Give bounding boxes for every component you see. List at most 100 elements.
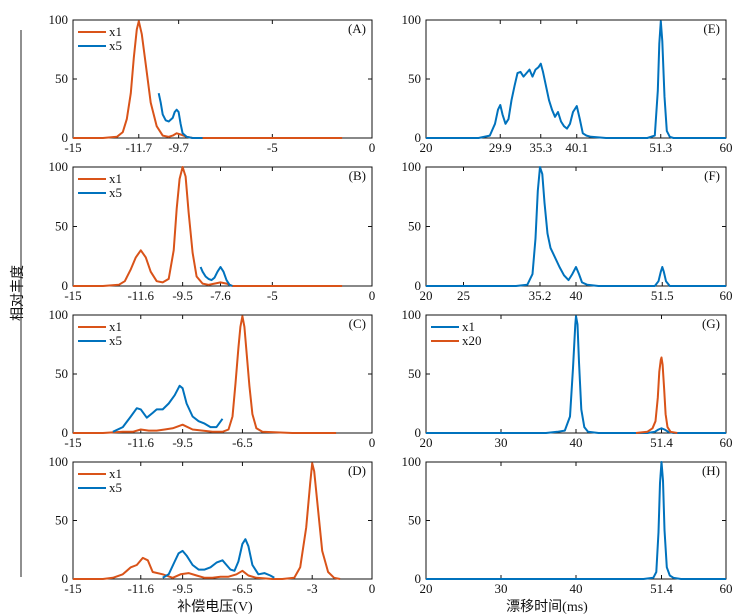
panel-title: (D)	[348, 463, 366, 478]
x-tick-label: 60	[720, 435, 733, 450]
y-tick-label: 100	[402, 159, 422, 174]
panel-title: (E)	[703, 21, 720, 36]
series-line-x5	[112, 384, 224, 433]
legend-label: x1	[109, 171, 122, 186]
y-tick-label: 50	[55, 366, 68, 381]
panel-title: (H)	[702, 463, 720, 478]
x-axis-label-left: 补偿电压(V)	[177, 599, 253, 615]
y-tick-label: 0	[415, 425, 422, 440]
series-line-x5	[162, 538, 275, 579]
legend-label: x5	[109, 480, 122, 495]
x-tick-label: 51.5	[651, 288, 674, 303]
y-tick-label: 100	[402, 12, 422, 27]
panel-title: (B)	[349, 168, 366, 183]
y-tick-label: 50	[408, 219, 421, 234]
series-line-trace	[426, 461, 726, 580]
x-axis-label-right: 漂移时间(ms)	[506, 599, 588, 615]
series-line-x5	[157, 92, 203, 139]
x-tick-label: -9.5	[172, 581, 193, 596]
x-tick-label: -3	[307, 581, 318, 596]
series-line-x1	[73, 462, 341, 580]
y-tick-label: 0	[62, 278, 69, 293]
y-tick-label: 50	[55, 219, 68, 234]
x-tick-label: -9.7	[168, 140, 189, 155]
x-tick-label: 40	[570, 288, 583, 303]
legend-label: x5	[109, 38, 122, 53]
panel-title: (F)	[704, 168, 720, 183]
x-tick-label: -5	[267, 140, 278, 155]
x-tick-label: 29.9	[489, 140, 512, 155]
axes-frame	[425, 19, 727, 139]
x-tick-label: 35.3	[529, 140, 552, 155]
x-tick-label: -6.5	[232, 581, 253, 596]
y-tick-label: 0	[415, 571, 422, 586]
y-tick-label: 100	[402, 454, 422, 469]
x-tick-label: -15	[64, 288, 81, 303]
series-line-x1	[73, 166, 343, 287]
y-tick-label: 100	[49, 454, 69, 469]
legend-label: x1	[109, 319, 122, 334]
x-tick-label: 0	[369, 140, 376, 155]
legend-label: x1	[109, 466, 122, 481]
series-line-x20	[635, 356, 678, 434]
x-tick-label: 20	[420, 581, 433, 596]
series-line-trace	[426, 20, 726, 139]
x-tick-label: 40	[570, 435, 583, 450]
y-tick-label: 50	[55, 513, 68, 528]
legend-label: x1	[109, 24, 122, 39]
y-tick-label: 0	[415, 278, 422, 293]
x-tick-label: 60	[720, 288, 733, 303]
x-tick-label: -11.6	[127, 288, 154, 303]
panel-e: 20 29.9 35.3 40.1 51.3 60 0 50 100 (E)	[402, 12, 733, 155]
x-tick-label: -11.7	[125, 140, 152, 155]
x-tick-label: -11.6	[127, 435, 154, 450]
y-tick-label: 0	[415, 130, 422, 145]
legend-label: x20	[462, 333, 482, 348]
x-tick-label: 35.2	[529, 288, 552, 303]
series-line-trace	[426, 166, 726, 287]
series-line-x1	[73, 315, 337, 434]
x-tick-label: 51.4	[650, 435, 673, 450]
series-line-x1	[426, 315, 726, 434]
panel-h: 20 30 40 51.4 60 0 50 100 (H)	[402, 454, 733, 596]
y-tick-label: 50	[408, 71, 421, 86]
y-tick-label: 0	[62, 425, 69, 440]
x-tick-label: -6.5	[232, 435, 253, 450]
y-tick-label: 50	[408, 366, 421, 381]
x-tick-label: 0	[369, 581, 376, 596]
x-tick-label: 51.3	[649, 140, 672, 155]
y-tick-label: 100	[49, 159, 69, 174]
panel-f: 20 25 35.2 40 51.5 60 0 50 100 (F)	[402, 159, 733, 303]
x-tick-label: 51.4	[650, 581, 673, 596]
x-tick-label: 20	[420, 288, 433, 303]
legend-label: x1	[462, 319, 475, 334]
y-tick-label: 100	[402, 307, 422, 322]
x-tick-label: -7.6	[210, 288, 231, 303]
x-tick-label: -11.6	[127, 581, 154, 596]
x-tick-label: 40.1	[565, 140, 588, 155]
x-tick-label: 30	[495, 581, 508, 596]
x-tick-label: 60	[720, 140, 733, 155]
y-tick-label: 50	[408, 513, 421, 528]
y-tick-label: 0	[62, 571, 69, 586]
x-tick-label: -9.5	[172, 288, 193, 303]
x-tick-label: 0	[369, 435, 376, 450]
x-tick-label: -9.5	[172, 435, 193, 450]
x-tick-label: -5	[267, 288, 278, 303]
y-tick-label: 0	[62, 130, 69, 145]
x-tick-label: 20	[420, 140, 433, 155]
x-tick-label: 60	[720, 581, 733, 596]
x-tick-label: 0	[369, 288, 376, 303]
panel-title: (C)	[349, 316, 366, 331]
x-tick-label: 20	[420, 435, 433, 450]
x-tick-label: 40	[570, 581, 583, 596]
y-axis-label: 相对丰度	[10, 265, 26, 321]
legend-label: x5	[109, 333, 122, 348]
